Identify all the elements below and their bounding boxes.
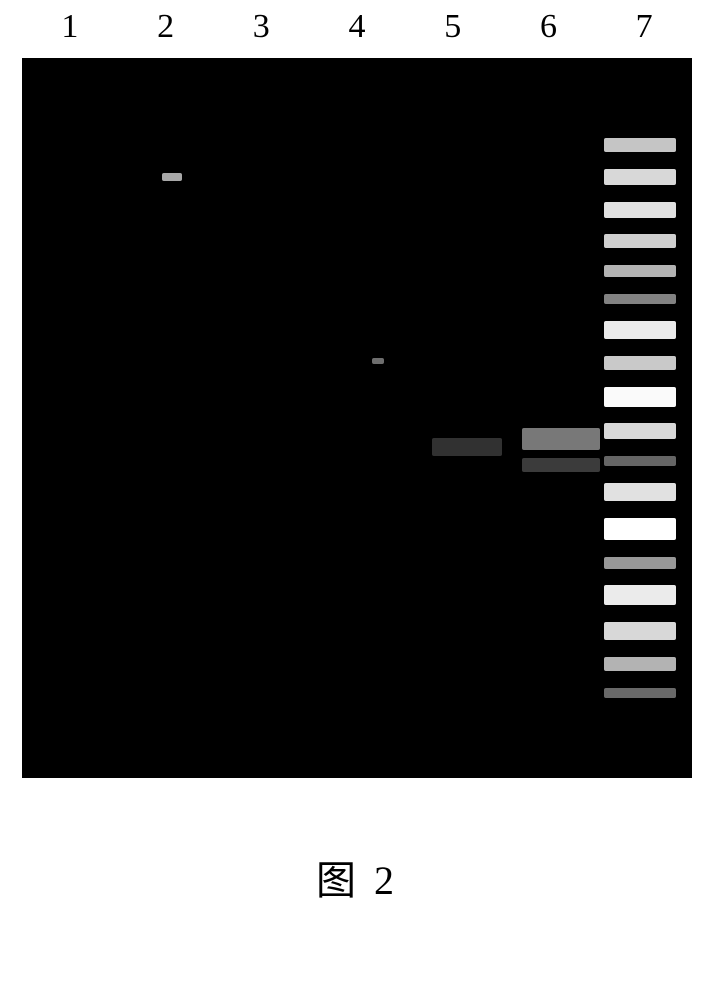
lane-label-4: 4 xyxy=(309,8,405,46)
gel-band-lane-6-5 xyxy=(522,458,600,472)
gel-band-lane-6-4 xyxy=(522,428,600,450)
ladder-band-5 xyxy=(604,265,676,277)
ladder-band-17 xyxy=(604,657,676,671)
ladder-band-1 xyxy=(604,138,676,152)
lane-label-5: 5 xyxy=(405,8,501,46)
dna-ladder-lane-7 xyxy=(604,138,676,698)
figure-2: 1 2 3 4 5 6 7 图 2 xyxy=(0,0,714,906)
lane-label-2: 2 xyxy=(118,8,214,46)
ladder-band-4 xyxy=(604,234,676,248)
ladder-band-13 xyxy=(604,518,676,540)
ladder-band-3 xyxy=(604,202,676,218)
gel-image xyxy=(22,58,692,778)
gel-band-lane-5-3 xyxy=(432,438,502,456)
ladder-band-10 xyxy=(604,423,676,439)
ladder-band-12 xyxy=(604,483,676,501)
figure-caption: 图 2 xyxy=(0,848,714,906)
lane-label-6: 6 xyxy=(501,8,597,46)
ladder-band-9 xyxy=(604,387,676,407)
ladder-band-6 xyxy=(604,294,676,304)
gel-band-lane-4-2 xyxy=(372,358,384,364)
ladder-band-8 xyxy=(604,356,676,370)
ladder-band-14 xyxy=(604,557,676,569)
lane-label-1: 1 xyxy=(22,8,118,46)
ladder-band-15 xyxy=(604,585,676,605)
lane-labels-row: 1 2 3 4 5 6 7 xyxy=(22,0,692,58)
ladder-band-2 xyxy=(604,169,676,185)
lane-label-7: 7 xyxy=(596,8,692,46)
lane-label-3: 3 xyxy=(213,8,309,46)
ladder-band-7 xyxy=(604,321,676,339)
gel-band-lane-2-1 xyxy=(162,173,182,181)
ladder-band-18 xyxy=(604,688,676,698)
ladder-band-11 xyxy=(604,456,676,466)
ladder-band-16 xyxy=(604,622,676,640)
